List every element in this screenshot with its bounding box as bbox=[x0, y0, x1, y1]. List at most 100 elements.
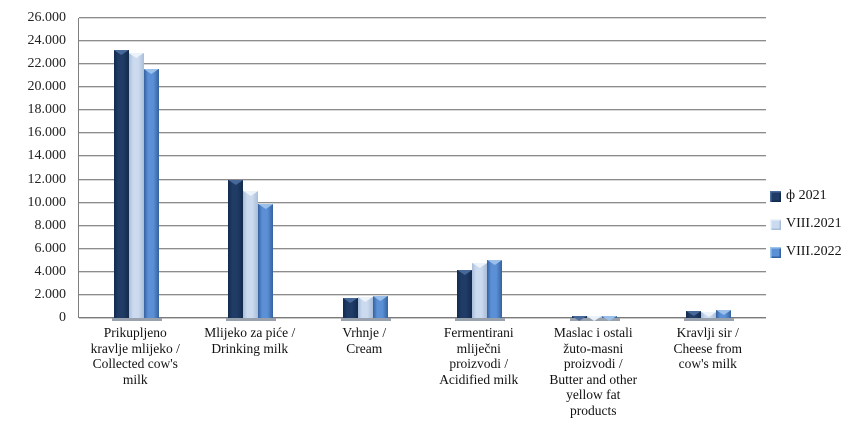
bar-group bbox=[652, 310, 767, 321]
bar-series-2 bbox=[701, 312, 717, 318]
gridline bbox=[79, 270, 766, 273]
bar-cluster bbox=[569, 316, 620, 321]
y-tick-label: 22.000 bbox=[27, 56, 67, 72]
category-label-line: Cream bbox=[346, 340, 383, 356]
bar-series-2 bbox=[357, 297, 373, 318]
bar-series-1 bbox=[113, 50, 129, 318]
gridline bbox=[79, 224, 766, 227]
gridline bbox=[79, 178, 766, 181]
category-label-line: cow's milk bbox=[678, 356, 737, 371]
category-label-line: Vrhnje / bbox=[342, 325, 387, 340]
y-tick-label: 18.000 bbox=[27, 102, 67, 118]
bar-series-3 bbox=[143, 69, 159, 318]
bar-series-2 bbox=[243, 191, 259, 318]
bar-cluster bbox=[340, 296, 391, 321]
bar-cluster bbox=[455, 260, 506, 321]
bar-series-1 bbox=[228, 180, 244, 318]
y-tick-label: 4.000 bbox=[34, 263, 67, 279]
y-tick-label: 2.000 bbox=[34, 286, 67, 302]
bar-cluster-shadow bbox=[226, 318, 277, 321]
gridline bbox=[79, 40, 766, 43]
bar-series-3 bbox=[487, 260, 503, 318]
category-label-line: kravlje mlijeko / bbox=[90, 340, 180, 356]
bar-cluster bbox=[684, 310, 735, 321]
y-tick-label: 16.000 bbox=[27, 125, 67, 141]
legend-item: VIII.2022 bbox=[770, 238, 842, 266]
legend-label: ф 2021 bbox=[786, 188, 827, 203]
gridline bbox=[79, 132, 766, 135]
category-label-line: proizvodi / bbox=[563, 356, 623, 371]
bar-series-3 bbox=[601, 316, 617, 318]
bar-series-2 bbox=[128, 53, 144, 318]
bar-series-1 bbox=[342, 298, 358, 318]
y-tick-label: 0 bbox=[59, 310, 66, 325]
gridline bbox=[79, 17, 766, 19]
category-label-line: Fermentirani bbox=[443, 325, 514, 340]
bar-series-3 bbox=[372, 296, 388, 318]
bar-group bbox=[194, 180, 309, 321]
category-label: Prikupljeno kravlje mlijeko / Collected co… bbox=[73, 325, 197, 387]
legend-swatch-icon bbox=[770, 246, 781, 258]
x-axis-line bbox=[79, 317, 766, 319]
legend-item: ф 2021 bbox=[770, 182, 842, 210]
legend: ф 2021 VIII.2021 VIII.2022 bbox=[770, 182, 842, 266]
category-label-line: Acidified milk bbox=[439, 371, 519, 387]
gridline bbox=[79, 109, 766, 112]
bar-cluster-shadow bbox=[340, 318, 391, 321]
bar-group bbox=[79, 50, 194, 321]
bar-cluster-shadow bbox=[455, 318, 506, 321]
category-label-line: Maslac i ostali bbox=[553, 325, 633, 340]
category-label-line: proizvodi / bbox=[449, 356, 509, 371]
category-label: Maslac i ostali žuto-masni proizvodi / Butt… bbox=[531, 325, 655, 418]
y-tick-label: 14.000 bbox=[27, 148, 67, 164]
bar-cluster bbox=[226, 180, 277, 321]
legend-swatch-icon bbox=[770, 190, 781, 202]
bar-series-1 bbox=[686, 311, 702, 318]
y-tick-label: 20.000 bbox=[27, 79, 67, 95]
legend-item: VIII.2021 bbox=[770, 210, 842, 238]
bar-group bbox=[537, 316, 652, 321]
y-tick-label: 24.000 bbox=[27, 33, 67, 49]
category-label-line: Drinking milk bbox=[211, 340, 289, 356]
category-label-line: Collected cow's bbox=[92, 356, 178, 371]
category-label-line: mliječni bbox=[456, 340, 501, 356]
bar-group bbox=[423, 260, 538, 321]
bar-series-1 bbox=[457, 270, 473, 318]
bar-series-1 bbox=[571, 316, 587, 318]
bar-series-3 bbox=[716, 310, 732, 318]
gridline bbox=[79, 63, 766, 66]
y-tick-label: 10.000 bbox=[27, 194, 67, 210]
bar-group bbox=[308, 296, 423, 321]
y-tick-label: 12.000 bbox=[27, 171, 67, 187]
category-label: Fermentirani mliječni proizvodi / Acidified… bbox=[417, 325, 541, 387]
category-label: Vrhnje / Cream bbox=[302, 325, 426, 356]
category-label-line: Prikupljeno bbox=[103, 325, 167, 340]
category-label: Mlijeko za piće / Drinking milk bbox=[188, 325, 312, 356]
bar-series-3 bbox=[258, 204, 274, 318]
bar-cluster-shadow bbox=[111, 318, 162, 321]
legend-swatch-icon bbox=[770, 218, 781, 230]
gridline bbox=[79, 86, 766, 89]
y-tick-label: 8.000 bbox=[34, 217, 67, 233]
category-label-line: žuto-masni bbox=[563, 340, 624, 356]
bar-series-2 bbox=[472, 263, 488, 318]
category-label-line: Mlijeko za piće / bbox=[204, 325, 296, 340]
gridline bbox=[79, 155, 766, 158]
category-label: Kravlji sir / Cheese from cow's milk bbox=[646, 325, 770, 372]
gridline bbox=[79, 247, 766, 250]
category-label-line: Cheese from bbox=[673, 340, 743, 356]
gridline bbox=[79, 293, 766, 296]
bar-series-2 bbox=[586, 316, 602, 318]
y-tick-label: 6.000 bbox=[34, 240, 67, 256]
y-tick-label: 26.000 bbox=[27, 10, 67, 25]
bar-cluster bbox=[111, 50, 162, 321]
category-label-line: yellow fat bbox=[566, 387, 621, 402]
category-label-line: milk bbox=[122, 371, 148, 387]
category-label-line: products bbox=[570, 402, 617, 418]
legend-label: VIII.2022 bbox=[786, 244, 842, 259]
category-label-line: Kravlji sir / bbox=[676, 325, 739, 340]
bar-cluster-shadow bbox=[684, 318, 735, 321]
gridline bbox=[79, 201, 766, 204]
plot-area bbox=[78, 17, 767, 321]
